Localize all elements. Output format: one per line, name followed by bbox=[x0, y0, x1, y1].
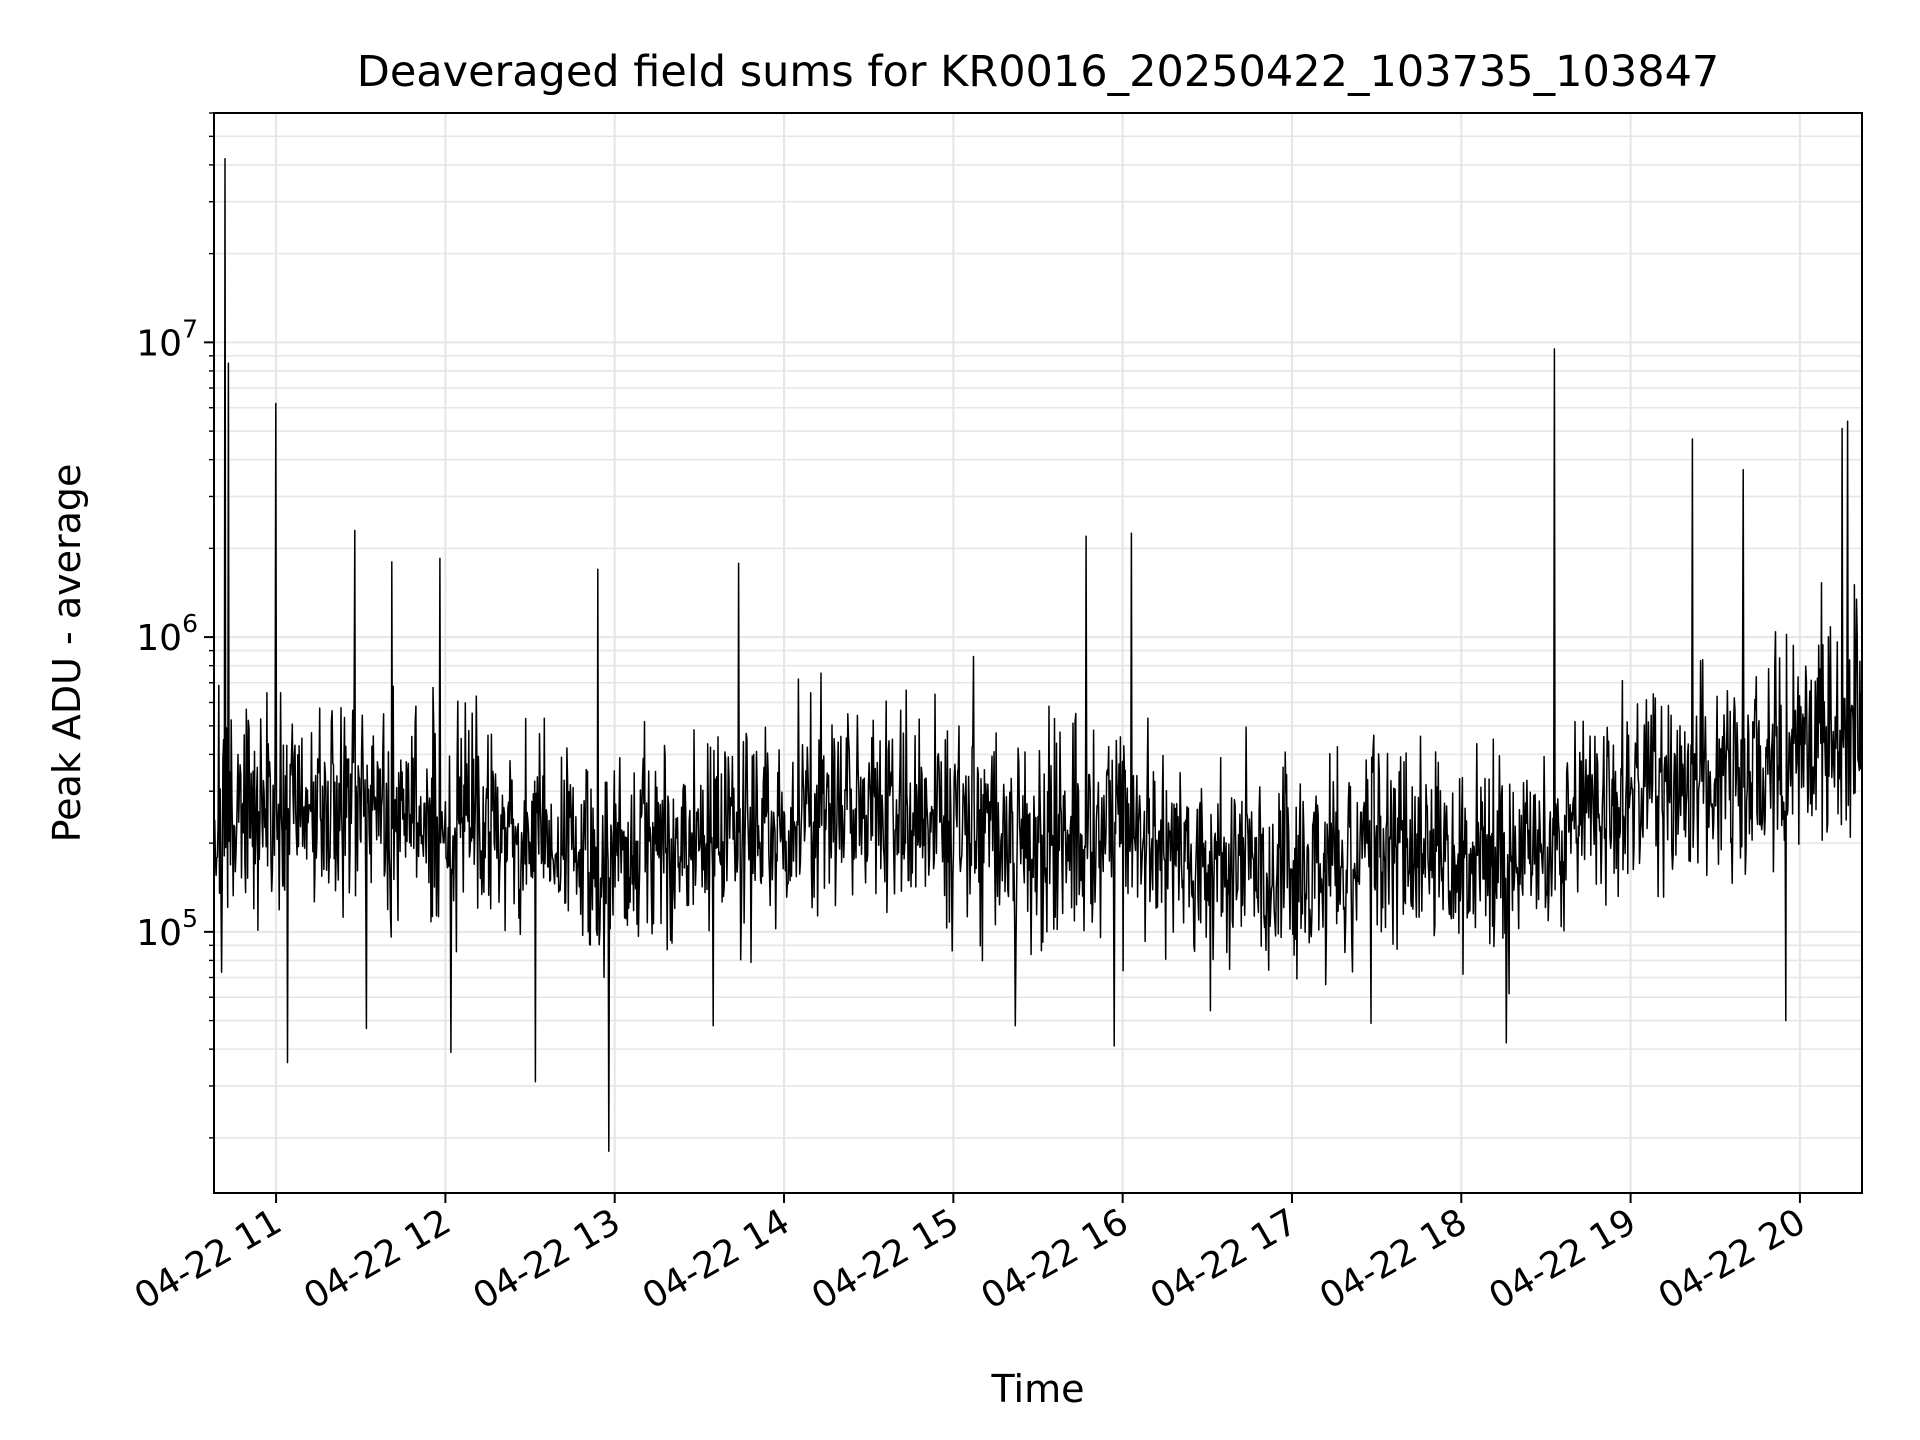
x-axis-label: Time bbox=[991, 1367, 1085, 1411]
y-axis: 105 106 107 bbox=[136, 112, 214, 1139]
y-axis-label: Peak ADU - average bbox=[45, 464, 89, 843]
y-tick-label: 105 bbox=[136, 904, 198, 954]
series-line bbox=[213, 157, 1863, 1153]
y-tick-label: 107 bbox=[136, 314, 198, 364]
y-tick-label: 106 bbox=[136, 609, 198, 659]
chart-title: Deaveraged field sums for KR0016_2025042… bbox=[357, 47, 1720, 97]
series-layer bbox=[213, 157, 1863, 1153]
plot-frame bbox=[213, 112, 1863, 1194]
